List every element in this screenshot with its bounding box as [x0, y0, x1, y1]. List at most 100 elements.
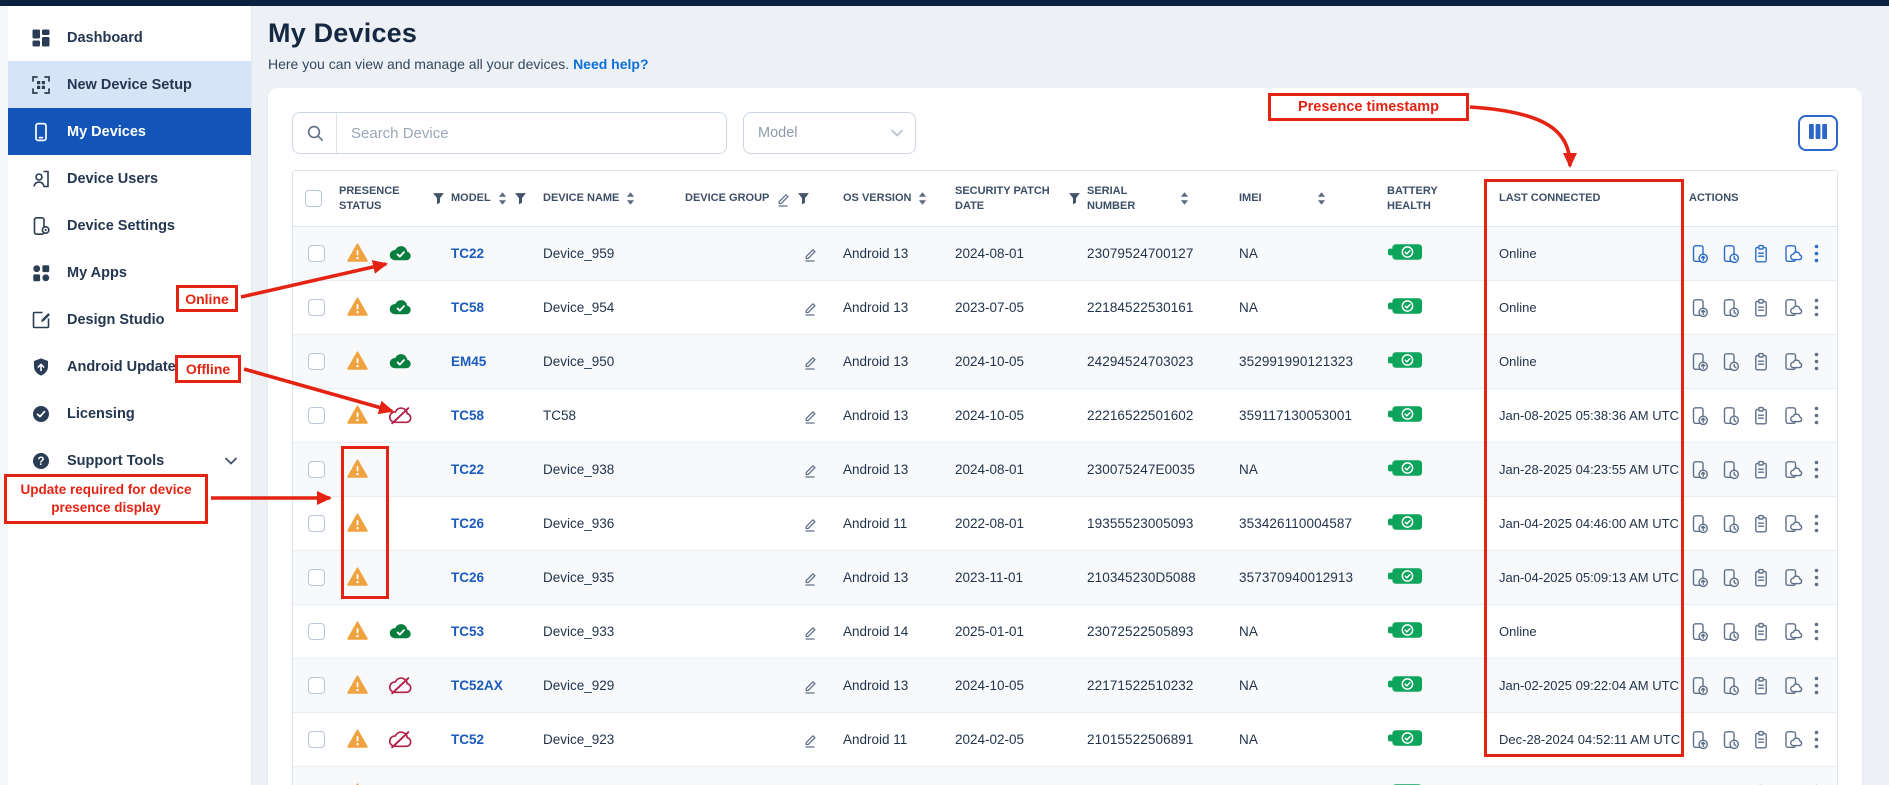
model-link[interactable]: TC26	[451, 516, 485, 531]
reboot-schedule-icon[interactable]	[1720, 460, 1740, 480]
device-logs-icon[interactable]	[1751, 406, 1771, 426]
row-checkbox[interactable]	[307, 569, 325, 586]
more-actions-icon[interactable]	[1814, 244, 1819, 263]
more-actions-icon[interactable]	[1814, 676, 1819, 695]
device-logs-icon[interactable]	[1751, 514, 1771, 534]
device-profile-icon[interactable]	[1782, 244, 1803, 264]
row-checkbox[interactable]	[307, 677, 325, 694]
edit-device-group-icon[interactable]	[803, 246, 817, 262]
device-profile-icon[interactable]	[1782, 676, 1803, 696]
device-logs-icon[interactable]	[1751, 568, 1771, 588]
sidebar-item-device-settings[interactable]: Device Settings	[8, 202, 251, 249]
sort-icon[interactable]	[498, 192, 507, 205]
model-link[interactable]: TC22	[451, 246, 485, 261]
device-profile-icon[interactable]	[1782, 406, 1803, 426]
edit-device-group-icon[interactable]	[803, 516, 817, 532]
device-profile-icon[interactable]	[1782, 514, 1803, 534]
os-update-icon[interactable]	[1689, 460, 1709, 480]
os-update-icon[interactable]	[1689, 406, 1709, 426]
device-logs-icon[interactable]	[1751, 244, 1771, 264]
sort-icon[interactable]	[918, 192, 927, 205]
os-update-icon[interactable]	[1689, 514, 1709, 534]
model-link[interactable]: TC52	[451, 732, 485, 747]
row-checkbox[interactable]	[307, 353, 325, 370]
filter-icon[interactable]	[432, 192, 445, 205]
model-link[interactable]: TC22	[451, 462, 485, 477]
device-profile-icon[interactable]	[1782, 460, 1803, 480]
sidebar-item-design-studio[interactable]: Design Studio	[8, 296, 251, 343]
model-link[interactable]: TC58	[451, 300, 485, 315]
device-profile-icon[interactable]	[1782, 568, 1803, 588]
os-update-icon[interactable]	[1689, 352, 1709, 372]
reboot-schedule-icon[interactable]	[1720, 622, 1740, 642]
reboot-schedule-icon[interactable]	[1720, 730, 1740, 750]
os-update-icon[interactable]	[1689, 568, 1709, 588]
edit-device-group-icon[interactable]	[803, 408, 817, 424]
model-link[interactable]: TC52AX	[451, 678, 503, 693]
model-link[interactable]: TC53	[451, 624, 485, 639]
row-checkbox[interactable]	[307, 299, 325, 316]
model-filter-select[interactable]: Model	[743, 112, 916, 154]
sidebar-item-support-tools[interactable]: ? Support Tools	[8, 437, 251, 484]
filter-icon[interactable]	[1068, 192, 1081, 205]
filter-icon[interactable]	[797, 192, 810, 205]
device-profile-icon[interactable]	[1782, 352, 1803, 372]
edit-device-group-icon[interactable]	[803, 570, 817, 586]
reboot-schedule-icon[interactable]	[1720, 298, 1740, 318]
row-checkbox[interactable]	[307, 731, 325, 748]
os-update-icon[interactable]	[1689, 676, 1709, 696]
device-logs-icon[interactable]	[1751, 298, 1771, 318]
sidebar-item-my-devices[interactable]: My Devices	[8, 108, 251, 155]
os-update-icon[interactable]	[1689, 298, 1709, 318]
device-logs-icon[interactable]	[1751, 730, 1771, 750]
search-input[interactable]	[337, 113, 726, 153]
device-profile-icon[interactable]	[1782, 298, 1803, 318]
sort-icon[interactable]	[626, 192, 635, 205]
device-logs-icon[interactable]	[1751, 460, 1771, 480]
more-actions-icon[interactable]	[1814, 460, 1819, 479]
reboot-schedule-icon[interactable]	[1720, 352, 1740, 372]
more-actions-icon[interactable]	[1814, 622, 1819, 641]
reboot-schedule-icon[interactable]	[1720, 568, 1740, 588]
column-settings-button[interactable]	[1798, 115, 1838, 151]
row-checkbox[interactable]	[307, 461, 325, 478]
model-link[interactable]: EM45	[451, 354, 487, 369]
edit-icon[interactable]	[776, 191, 790, 207]
more-actions-icon[interactable]	[1814, 298, 1819, 317]
sidebar-item-device-users[interactable]: Device Users	[8, 155, 251, 202]
more-actions-icon[interactable]	[1814, 730, 1819, 749]
model-link[interactable]: TC58	[451, 408, 485, 423]
edit-device-group-icon[interactable]	[803, 732, 817, 748]
need-help-link[interactable]: Need help?	[573, 56, 649, 72]
device-profile-icon[interactable]	[1782, 622, 1803, 642]
sort-icon[interactable]	[1317, 192, 1326, 205]
sidebar-item-licensing[interactable]: Licensing	[8, 390, 251, 437]
os-update-icon[interactable]	[1689, 730, 1709, 750]
filter-icon[interactable]	[514, 192, 527, 205]
row-checkbox[interactable]	[307, 245, 325, 262]
edit-device-group-icon[interactable]	[803, 678, 817, 694]
more-actions-icon[interactable]	[1814, 514, 1819, 533]
more-actions-icon[interactable]	[1814, 352, 1819, 371]
row-checkbox[interactable]	[307, 515, 325, 532]
reboot-schedule-icon[interactable]	[1720, 514, 1740, 534]
more-actions-icon[interactable]	[1814, 568, 1819, 587]
os-update-icon[interactable]	[1689, 622, 1709, 642]
sidebar-item-dashboard[interactable]: Dashboard	[8, 14, 251, 61]
edit-device-group-icon[interactable]	[803, 300, 817, 316]
sidebar-item-android-updates[interactable]: Android Updates	[8, 343, 251, 390]
reboot-schedule-icon[interactable]	[1720, 244, 1740, 264]
select-all-checkbox[interactable]	[304, 190, 322, 207]
sidebar-item-my-apps[interactable]: My Apps	[8, 249, 251, 296]
edit-device-group-icon[interactable]	[803, 354, 817, 370]
os-update-icon[interactable]	[1689, 244, 1709, 264]
row-checkbox[interactable]	[307, 623, 325, 640]
device-profile-icon[interactable]	[1782, 730, 1803, 750]
device-logs-icon[interactable]	[1751, 676, 1771, 696]
sidebar-item-new-device-setup[interactable]: New Device Setup	[8, 61, 251, 108]
device-logs-icon[interactable]	[1751, 622, 1771, 642]
edit-device-group-icon[interactable]	[803, 624, 817, 640]
more-actions-icon[interactable]	[1814, 406, 1819, 425]
reboot-schedule-icon[interactable]	[1720, 676, 1740, 696]
reboot-schedule-icon[interactable]	[1720, 406, 1740, 426]
